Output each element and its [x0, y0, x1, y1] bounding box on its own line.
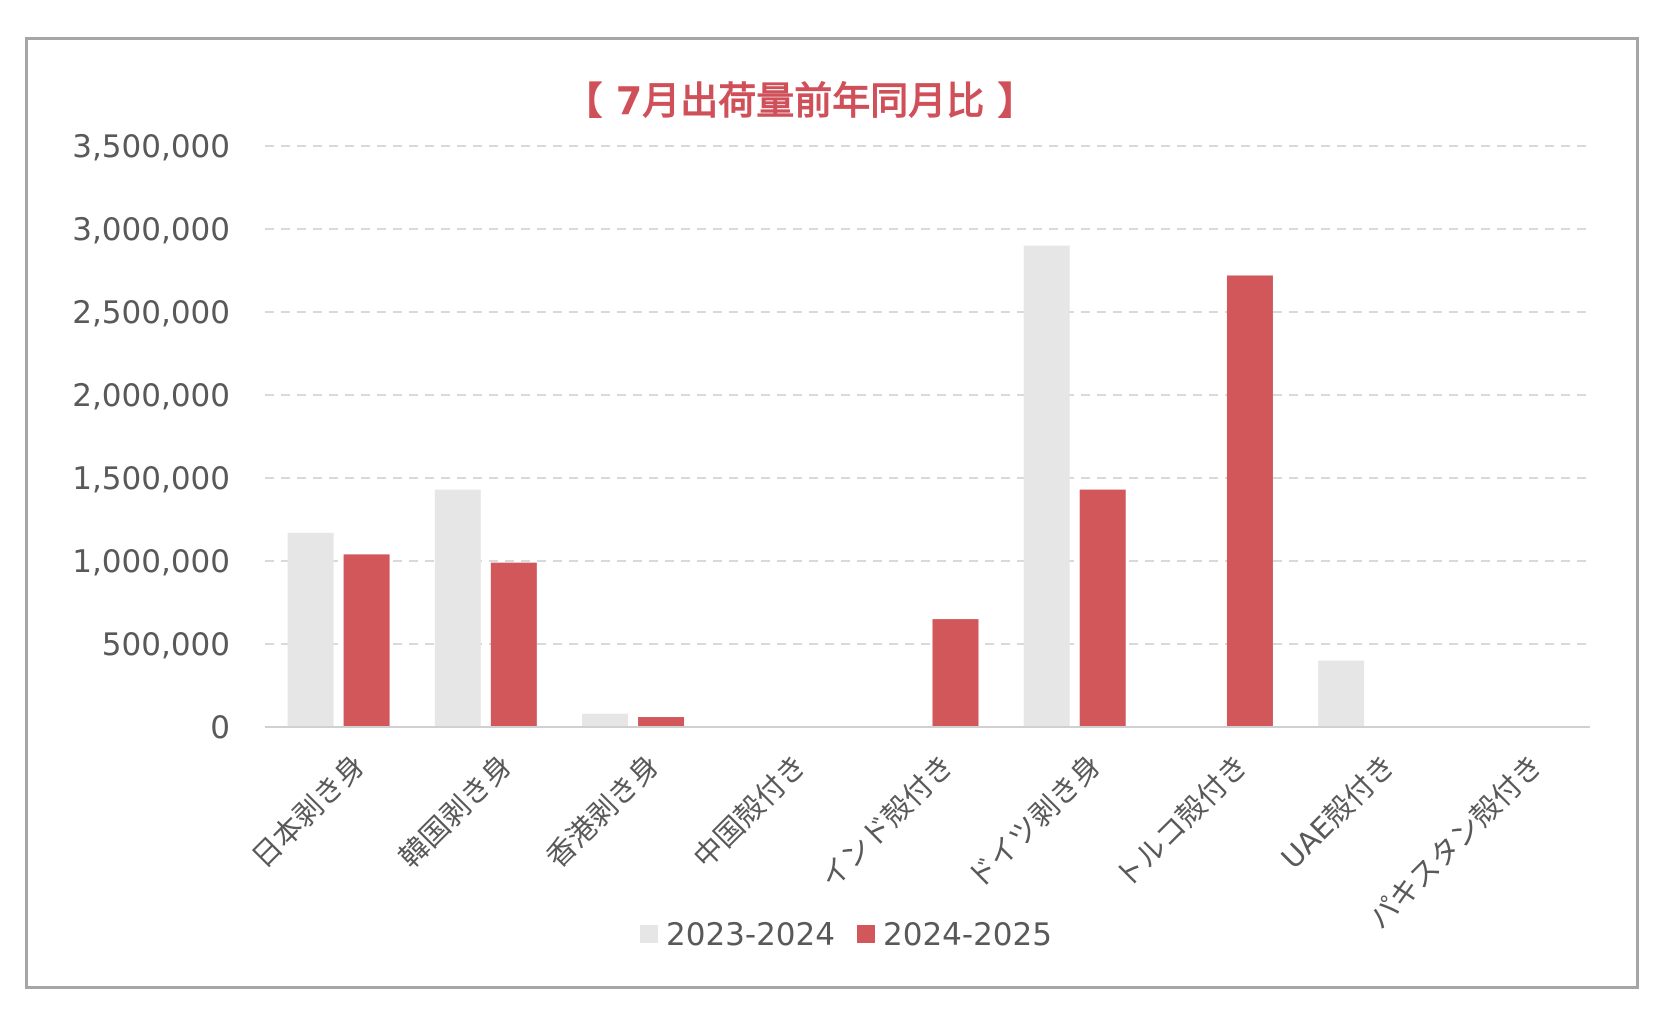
legend: 2023-2024 2024-2025 — [640, 917, 1052, 953]
bars — [287, 245, 1365, 727]
legend-swatch — [857, 925, 875, 943]
bar — [582, 713, 629, 727]
y-axis-ticks: 0 500,000 1,000,000 1,500,000 2,000,000 2,500… — [72, 129, 230, 746]
x-tick-label: 韓国剥き身 — [392, 748, 519, 875]
x-tick-label: 日本剥き身 — [245, 748, 372, 875]
y-tick-label: 500,000 — [102, 627, 230, 663]
legend-label: 2024-2025 — [883, 917, 1052, 953]
y-tick-label: 3,000,000 — [72, 212, 230, 248]
x-tick-label: 香港剥き身 — [539, 748, 666, 875]
bar — [1023, 245, 1070, 727]
chart-title: 【 7月出荷量前年同月比 】 — [565, 79, 1036, 123]
x-tick-label: トルコ殻付き — [1108, 748, 1255, 895]
y-tick-label: 1,500,000 — [72, 461, 230, 497]
bar — [490, 562, 537, 727]
gridlines — [265, 145, 1590, 645]
bar — [1226, 275, 1273, 727]
x-tick-label: ドイツ剥き身 — [961, 748, 1108, 895]
legend-label: 2023-2024 — [666, 917, 835, 953]
legend-swatch — [640, 925, 658, 943]
y-tick-label: 2,500,000 — [72, 295, 230, 331]
bar — [1079, 489, 1126, 727]
y-tick-label: 3,500,000 — [72, 129, 230, 165]
bar — [1318, 660, 1365, 727]
x-tick-label: 中国殻付き — [687, 748, 814, 875]
y-tick-label: 0 — [210, 710, 230, 746]
chart-frame — [25, 37, 1639, 989]
x-tick-label: UAE殻付き — [1275, 748, 1403, 876]
bar — [932, 619, 979, 727]
y-tick-label: 1,000,000 — [72, 544, 230, 580]
y-tick-label: 2,000,000 — [72, 378, 230, 414]
bar — [638, 717, 685, 727]
bar — [343, 554, 390, 727]
x-tick-label: インド殻付き — [813, 748, 960, 895]
x-axis-category-labels: 日本剥き身 韓国剥き身 香港剥き身 中国殻付き インド殻付き ドイツ剥き身 トルコ殻付き UA… — [245, 748, 1549, 935]
bar — [434, 489, 481, 727]
bar — [287, 532, 334, 727]
